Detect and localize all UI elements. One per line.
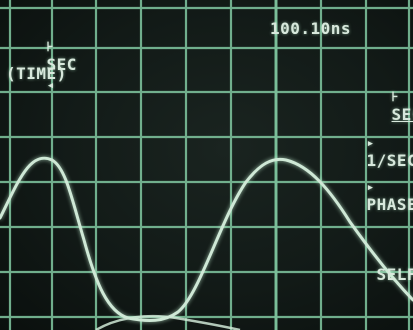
- softkey-label: PHASE: [366, 195, 413, 214]
- right-triangle-icon: ▸: [366, 136, 375, 151]
- time-reading: 100.10ns: [270, 19, 352, 38]
- waveform-secondary: [95, 314, 241, 330]
- right-triangle-icon: ▸: [366, 180, 375, 195]
- left-triangle-icon: ◂: [46, 78, 55, 93]
- axis-subtitle: (TIME): [6, 64, 67, 83]
- softkey-phase[interactable]: ▸ PHASE: [326, 157, 413, 233]
- waveform-main: [0, 156, 413, 322]
- softkey-1-over-sec[interactable]: ▸ 1/SEC: [326, 113, 413, 189]
- softkey-label: 1/SEC: [366, 151, 413, 170]
- mode-label: SEC: [46, 55, 77, 74]
- mode-indicator: ⊦ SEC ◂: [6, 17, 77, 112]
- softkey-self-cal[interactable]: SELF C: [336, 246, 413, 303]
- bracket-arrow-icon: ⊦: [46, 40, 54, 55]
- softkey-label: SEC: [391, 105, 413, 124]
- softkey-label: SELF C: [376, 265, 413, 284]
- softkey-sec[interactable]: ⊦ SEC: [351, 67, 413, 143]
- bracket-arrow-icon: ⊦: [391, 90, 399, 105]
